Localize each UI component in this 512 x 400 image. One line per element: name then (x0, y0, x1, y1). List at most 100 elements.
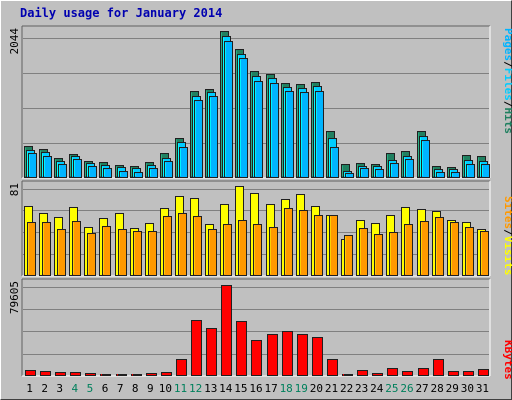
bot-kbytes-bar (191, 320, 202, 376)
day-label: 27 (415, 382, 428, 395)
bot-kbytes-bar (221, 285, 232, 376)
day-label: 14 (219, 382, 233, 395)
top-pages-bar (209, 96, 218, 178)
top-pages-bar (224, 41, 233, 178)
day-label: 8 (132, 382, 139, 395)
bot-kbytes-bar (100, 374, 111, 376)
mid-sites-bar (148, 231, 157, 276)
bot-kbytes-bar (402, 371, 413, 376)
mid-sites-bar (118, 229, 127, 276)
mid-sites-bar (404, 224, 413, 276)
day-label: 31 (476, 382, 489, 395)
bot-kbytes-bar (463, 371, 474, 376)
day-label: 13 (204, 382, 217, 395)
top-pages-bar (119, 171, 128, 178)
top-pages-bar (43, 156, 52, 178)
mid-sites-bar (238, 220, 247, 276)
day-label: 24 (370, 382, 384, 395)
top-max-label: 2044 (8, 28, 21, 55)
mid-sites-bar (57, 229, 66, 276)
legend-visits: Visits (502, 236, 512, 276)
bot-kbytes-bar (146, 373, 157, 376)
day-label: 2 (41, 382, 48, 395)
bot-kbytes-bar (131, 374, 142, 376)
bot-kbytes-bar (206, 328, 217, 376)
bot-kbytes-bar (342, 374, 353, 376)
day-axis: 1 2 3 4 5 6 7 8 9 10 11 12 13 14 15 16 17 18 19 20 21 22 23 24 2… (26, 382, 489, 395)
panel-hits-files-pages: 2044 (8, 25, 491, 179)
day-label: 3 (56, 382, 63, 395)
mid-sites-bar (178, 213, 187, 276)
chart-title: Daily usage for January 2014 (20, 6, 223, 20)
bot-kbytes-bar (236, 321, 247, 376)
legend-middle: Sites/Visits (502, 196, 512, 276)
mid-sites-bar (42, 222, 51, 276)
top-pages-bar (149, 168, 158, 178)
legend-top: Pages/Files/Hits (502, 28, 512, 134)
top-pages-bar (345, 173, 354, 178)
bot-kbytes-bar (40, 371, 51, 376)
day-label: 4 (72, 382, 79, 395)
day-label: 19 (295, 382, 308, 395)
top-pages-bar (164, 161, 173, 178)
day-label: 9 (147, 382, 154, 395)
bot-kbytes-bar (116, 374, 127, 376)
mid-max-label: 81 (8, 183, 21, 196)
mid-sites-bar (314, 215, 323, 276)
top-pages-bar (375, 169, 384, 178)
mid-sites-bar (359, 228, 368, 276)
mid-sites-bar (102, 226, 111, 276)
top-pages-bar (300, 92, 309, 178)
legend-hits: Hits (502, 108, 512, 135)
panel-visits-sites: 81 (8, 180, 491, 277)
day-label: 16 (249, 382, 262, 395)
mid-sites-bar (435, 217, 444, 276)
top-pages-bar (315, 91, 324, 178)
top-pages-bar (88, 166, 97, 178)
day-label: 15 (234, 382, 247, 395)
top-pages-bar (239, 58, 248, 178)
top-pages-bar (134, 172, 143, 178)
legend-kbytes: KBytes (502, 340, 512, 380)
mid-sites-bar (269, 227, 278, 276)
mid-sites-bar (253, 224, 262, 276)
mid-sites-bar (284, 208, 293, 276)
mid-sites-bar (208, 229, 217, 276)
top-pages-bar (179, 147, 188, 178)
day-label: 6 (102, 382, 109, 395)
bot-kbytes-bar (418, 368, 429, 376)
legend-pages: Pages (502, 28, 512, 61)
bot-kbytes-bar (176, 359, 187, 376)
top-pages-bar (360, 168, 369, 178)
bot-kbytes-bar (357, 370, 368, 376)
day-label: 7 (117, 382, 124, 395)
mid-sites-bar (299, 210, 308, 276)
day-label: 18 (280, 382, 293, 395)
mid-sites-bar (87, 233, 96, 276)
day-label: 5 (87, 382, 94, 395)
top-pages-bar (270, 83, 279, 178)
mid-sites-bar (223, 224, 232, 276)
day-label: 26 (400, 382, 413, 395)
mid-sites-bar (163, 216, 172, 276)
bot-max-label: 79605 (8, 281, 21, 314)
day-label: 30 (461, 382, 474, 395)
mid-sites-bar (329, 215, 338, 276)
mid-sites-bar (480, 231, 489, 276)
bot-kbytes-bar (327, 359, 338, 376)
bot-kbytes-bar (297, 334, 308, 376)
legend-sep: / (502, 101, 512, 108)
day-label: 1 (26, 382, 33, 395)
day-label: 17 (264, 382, 277, 395)
top-pages-bar (103, 168, 112, 178)
mid-sites-bar (450, 222, 459, 276)
bot-kbytes-bar (387, 368, 398, 376)
bot-kbytes-bar (372, 373, 383, 376)
day-label: 21 (325, 382, 338, 395)
bot-kbytes-bar (55, 372, 66, 376)
top-pages-bar (330, 147, 339, 178)
bot-kbytes-bar (85, 373, 96, 376)
day-label: 28 (431, 382, 444, 395)
